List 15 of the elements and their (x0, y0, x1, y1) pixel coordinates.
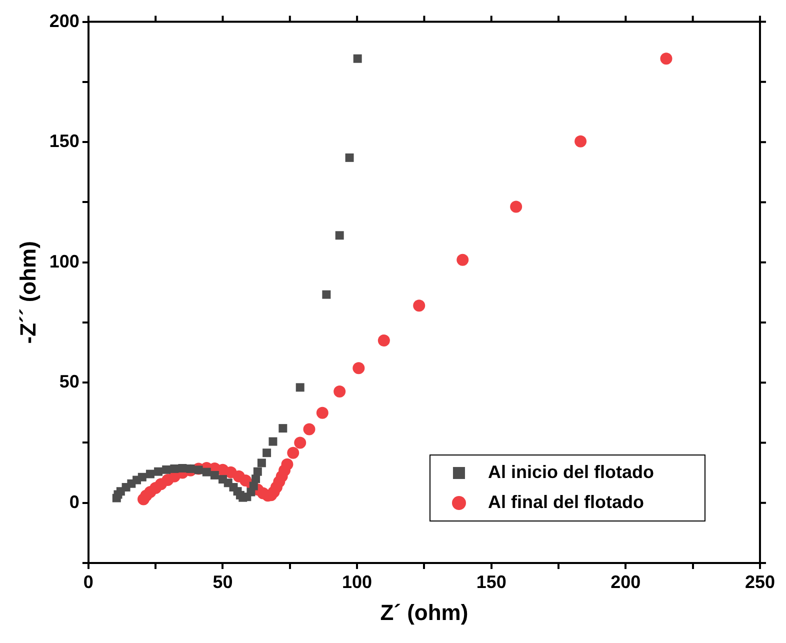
x-tick-label: 0 (83, 572, 94, 592)
x-tick-label: 250 (744, 572, 776, 592)
x-tick-label: 100 (342, 572, 372, 592)
y-tick-label: 50 (59, 372, 80, 392)
x-tick-label: 50 (212, 572, 233, 592)
x-tick-label: 150 (476, 572, 506, 592)
x-axis-title: Z´ (ohm) (380, 600, 468, 625)
x-tick-label: 200 (610, 572, 641, 592)
y-tick-label: 100 (49, 251, 80, 272)
y-tick-label: 150 (49, 131, 80, 152)
y-axis-title: -Z´´ (ohm) (15, 241, 40, 344)
y-tick-label: 200 (49, 10, 80, 31)
y-tick-label: 0 (69, 492, 80, 512)
legend-label: Al inicio del flotado (488, 462, 654, 482)
legend-label: Al final del flotado (488, 492, 644, 512)
